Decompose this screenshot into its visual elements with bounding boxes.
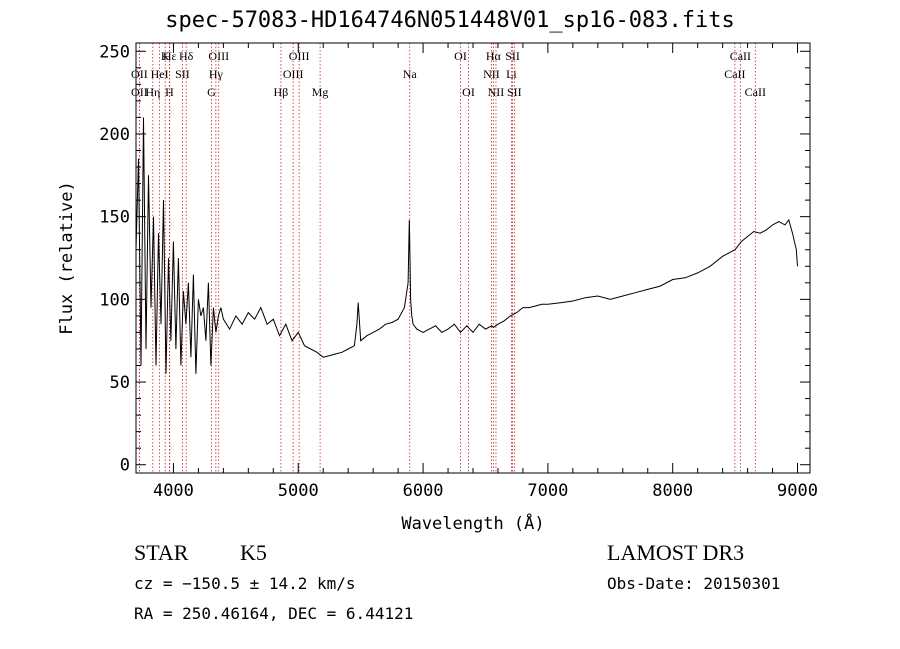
line-label-4: HeI bbox=[151, 67, 169, 81]
line-label-18: OI bbox=[462, 85, 475, 99]
line-label-22: Li bbox=[506, 67, 517, 81]
line-label-20: SII bbox=[505, 49, 520, 63]
line-label-10: Hγ bbox=[209, 67, 224, 81]
x-tick-label-1: 5000 bbox=[278, 481, 319, 501]
line-markers bbox=[138, 43, 756, 473]
line-label-9: OIII bbox=[208, 49, 229, 63]
line-label-23: NII bbox=[488, 85, 505, 99]
y-tick-label-4: 200 bbox=[99, 125, 130, 145]
line-label-12: OIII bbox=[289, 49, 310, 63]
line-label-24: SII bbox=[507, 85, 522, 99]
line-label-6: OII bbox=[131, 85, 148, 99]
line-label-26: CaII bbox=[724, 67, 745, 81]
x-tick-label-4: 8000 bbox=[652, 481, 693, 501]
line-label-2: Hδ bbox=[179, 49, 194, 63]
object-subclass: K5 bbox=[240, 540, 267, 565]
line-label-7: Hη bbox=[145, 85, 160, 99]
x-axis-label: Wavelength (Å) bbox=[401, 512, 544, 534]
line-label-17: OI bbox=[454, 49, 467, 63]
line-label-25: CaII bbox=[730, 49, 751, 63]
y-tick-label-3: 150 bbox=[99, 208, 130, 228]
x-tick-label-2: 6000 bbox=[403, 481, 444, 501]
line-label-1: K bbox=[161, 49, 170, 63]
ra-dec: RA = 250.46164, DEC = 6.44121 bbox=[134, 604, 414, 623]
line-label-3: OII bbox=[131, 67, 148, 81]
y-tick-label-0: 0 bbox=[120, 456, 130, 476]
plot-frame bbox=[135, 42, 811, 474]
line-label-14: Hβ bbox=[274, 85, 289, 99]
y-axis-label: Flux (relative) bbox=[57, 181, 77, 335]
line-label-27: CaII bbox=[745, 85, 766, 99]
survey-name: LAMOST DR3 bbox=[607, 540, 745, 565]
line-label-11: G bbox=[207, 85, 216, 99]
spectrum-line bbox=[135, 117, 798, 374]
x-tick-label-0: 4000 bbox=[153, 481, 194, 501]
line-label-13: OIII bbox=[283, 67, 304, 81]
chart-title: spec-57083-HD164746N051448V01_sp16-083.f… bbox=[165, 8, 735, 33]
line-label-15: Mg bbox=[312, 85, 329, 99]
line-label-8: H bbox=[165, 85, 174, 99]
x-tick-label-5: 9000 bbox=[777, 481, 818, 501]
y-axis: 0 50 100 150 200 250 bbox=[99, 42, 810, 476]
x-tick-label-3: 7000 bbox=[527, 481, 568, 501]
line-label-19: Hα bbox=[486, 49, 502, 63]
y-tick-label-1: 50 bbox=[110, 373, 130, 393]
object-class: STAR bbox=[134, 540, 189, 565]
x-axis: 4000 5000 6000 7000 8000 9000 bbox=[153, 43, 818, 501]
line-label-16: Na bbox=[403, 67, 418, 81]
y-tick-label-2: 100 bbox=[99, 290, 130, 310]
redshift-cz: cz = −150.5 ± 14.2 km/s bbox=[134, 574, 356, 593]
line-label-21: NII bbox=[483, 67, 500, 81]
line-label-5: SII bbox=[175, 67, 190, 81]
obs-date: Obs-Date: 20150301 bbox=[607, 574, 781, 593]
y-tick-label-5: 250 bbox=[99, 42, 130, 62]
